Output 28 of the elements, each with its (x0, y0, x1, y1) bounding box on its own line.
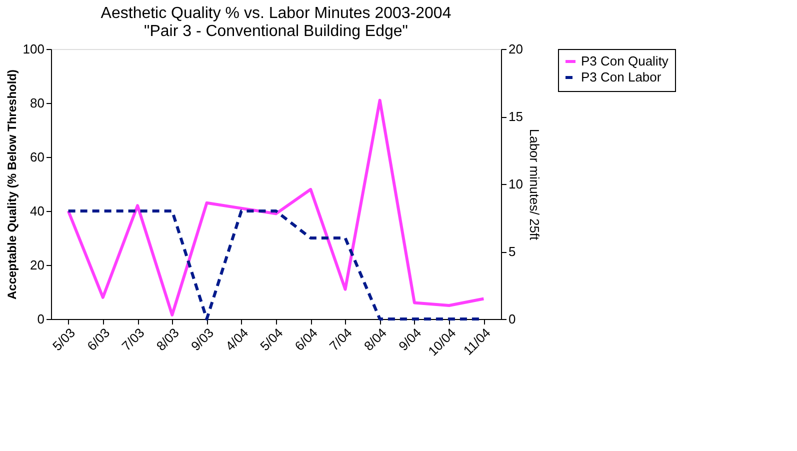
x-tick-label: 9/03 (188, 325, 216, 354)
x-tick-label: 5/03 (49, 325, 78, 354)
y-tick-label: 100 (22, 42, 44, 56)
chart-title: Aesthetic Quality % vs. Labor Minutes 2003-2004 "Pair 3 - Conventional Building Edge" (100, 5, 452, 40)
x-tick-label: 6/04 (292, 325, 320, 354)
x-tick-label: 7/04 (326, 325, 355, 354)
y2-tick-label: 5 (508, 244, 516, 259)
x-tick-label: 4/04 (222, 325, 252, 354)
y-tick-label: 40 (30, 204, 44, 218)
y2-tick-label: 20 (508, 42, 523, 56)
x-tick-label: 5/04 (257, 325, 286, 354)
x-tick-label: 7/03 (118, 325, 148, 354)
legend-label: P3 Con Labor (581, 70, 662, 84)
x-tick-label: 8/04 (361, 325, 390, 354)
y-tick-label: 60 (30, 150, 44, 164)
x-tick-label: 9/04 (396, 325, 424, 354)
y-tick-label: 80 (30, 96, 44, 110)
legend-label: P3 Con Quality (581, 54, 669, 68)
y-tick-label: 20 (30, 258, 44, 272)
y2-tick-label: 0 (508, 312, 516, 326)
line-series (66, 98, 486, 316)
x-tick-label: 6/03 (84, 325, 113, 354)
y2-tick-label: 10 (508, 176, 523, 192)
y-tick-label: 0 (37, 312, 44, 326)
x-tick-label: 8/03 (153, 325, 182, 354)
y2-tick-label: 15 (508, 109, 523, 124)
y-axis-title: Acceptable Quality (% Below Threshold) (4, 69, 19, 300)
y2-axis-title: Labor minutes/ 25ft (526, 128, 542, 241)
